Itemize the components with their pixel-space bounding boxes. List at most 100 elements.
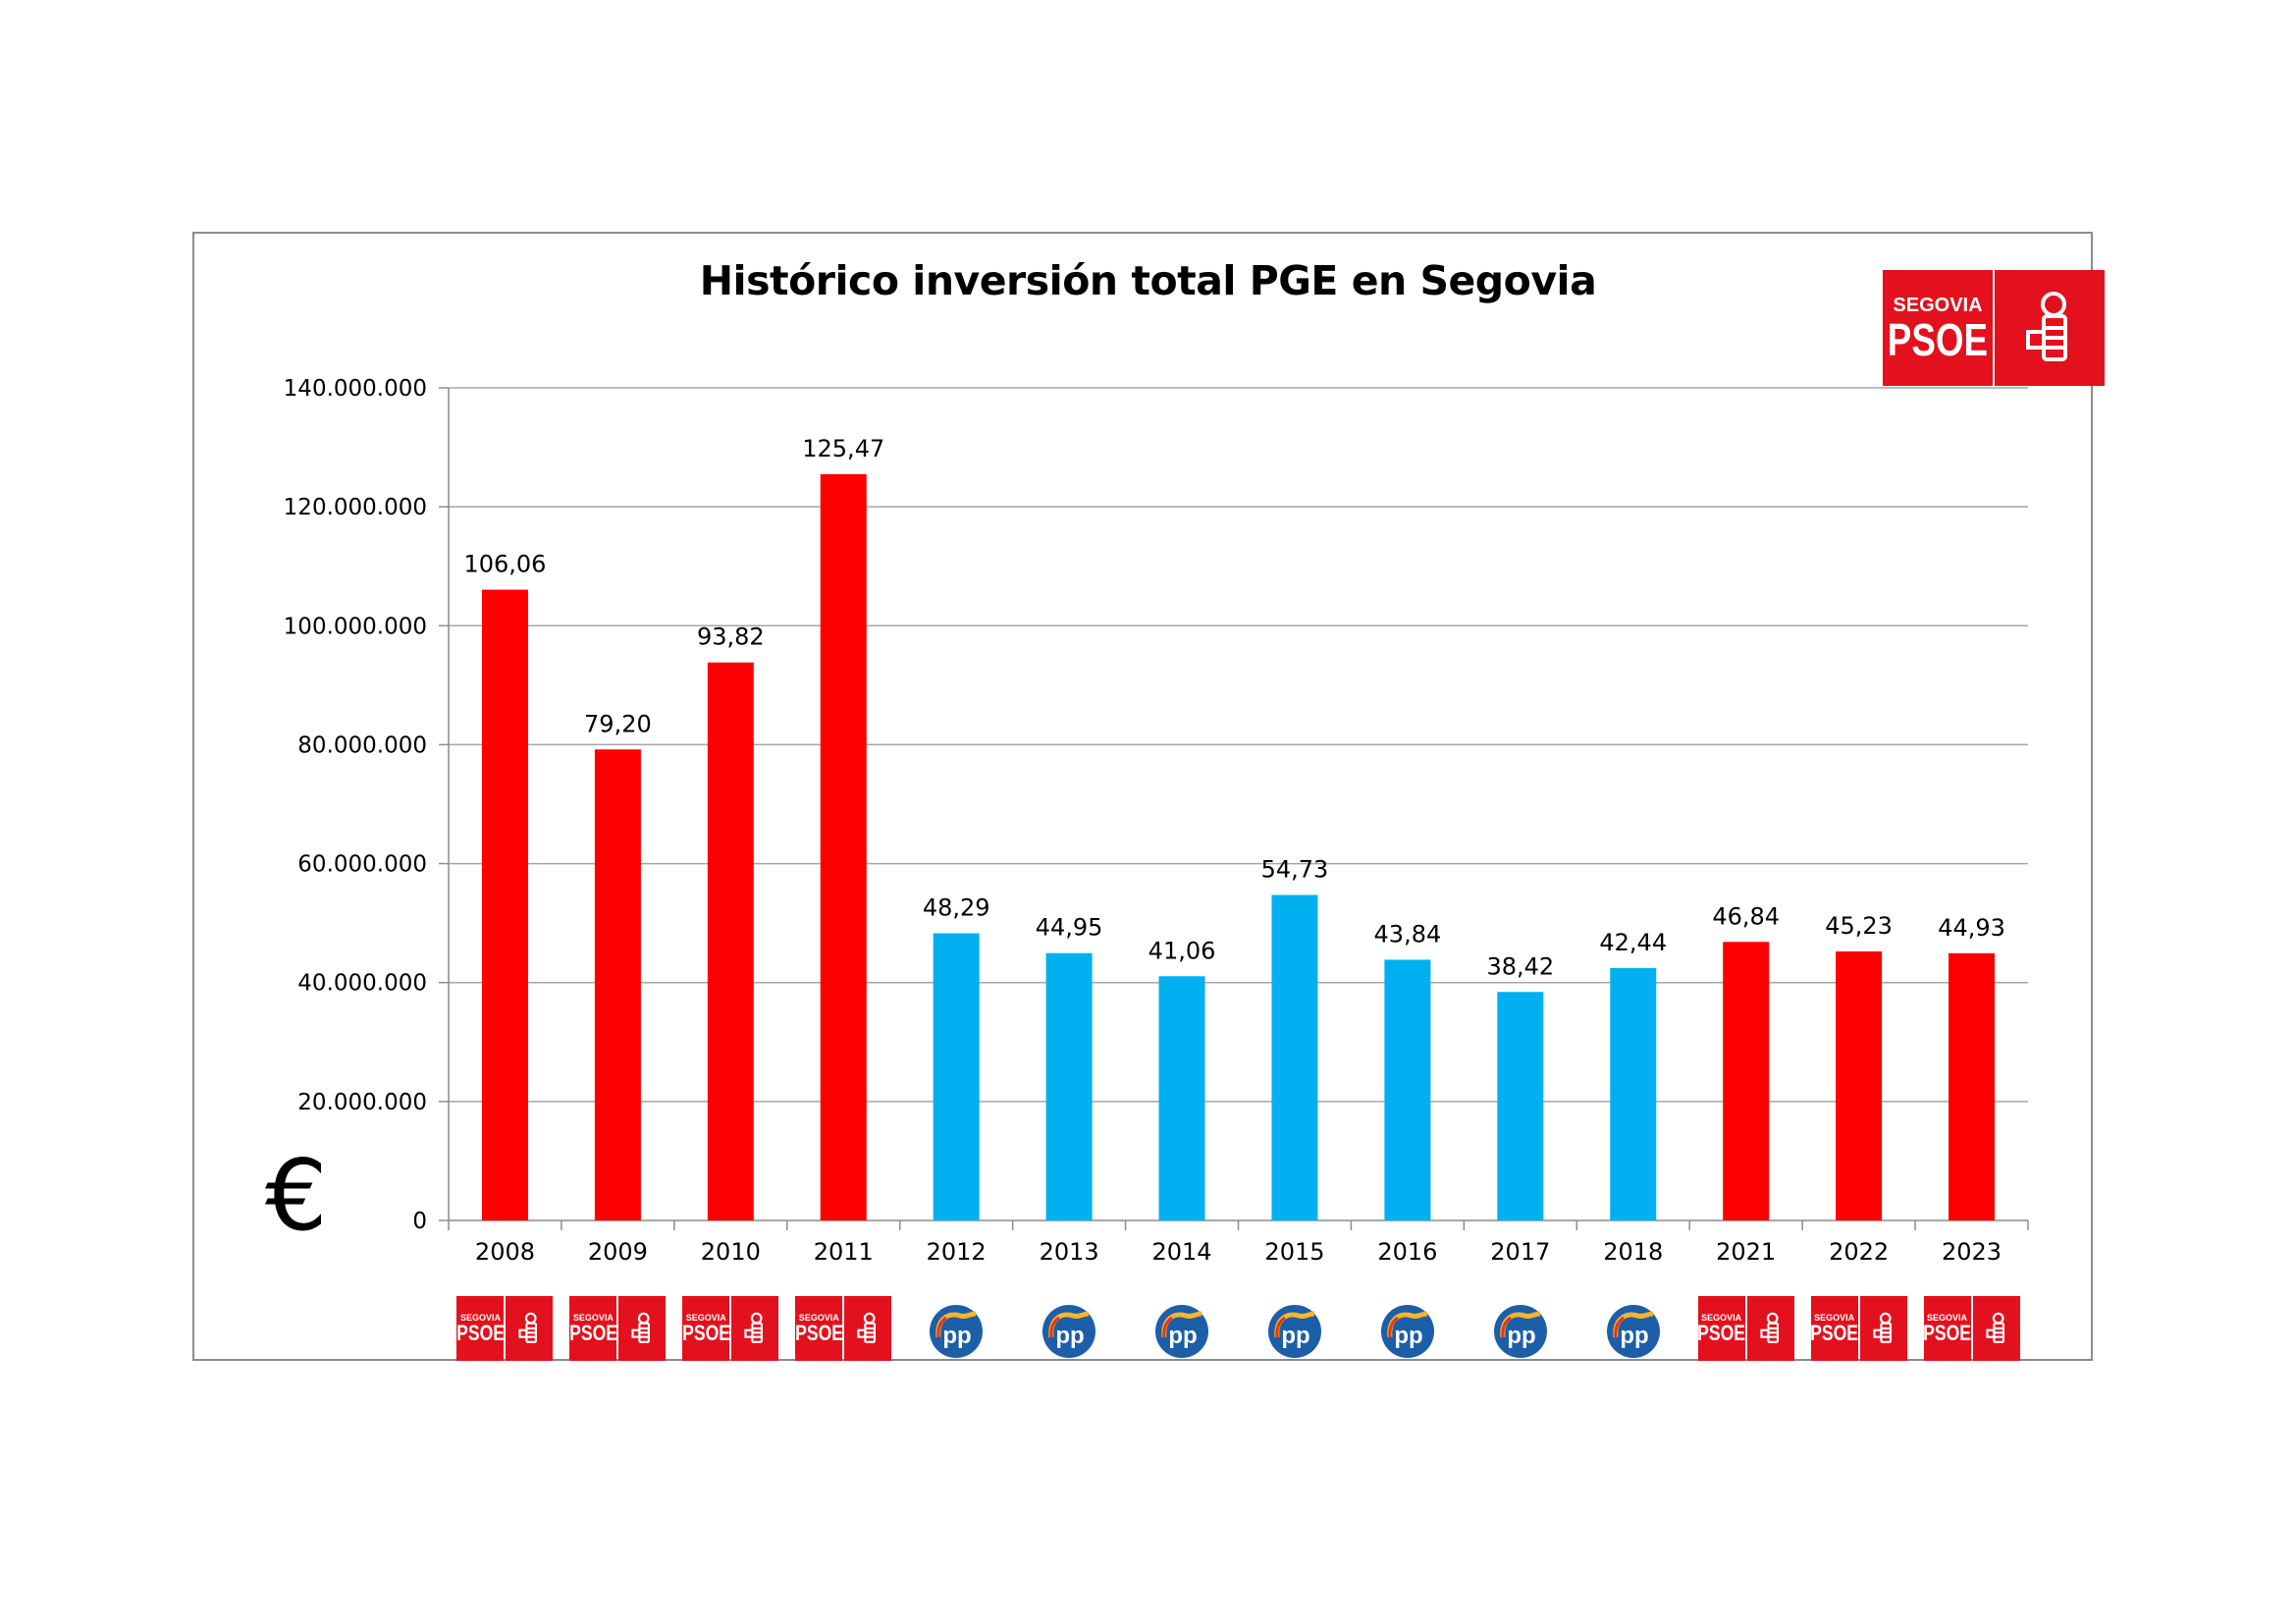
psoe-segovia-logo: SEGOVIA PSOE [1883, 270, 2105, 386]
psoe-name-text: PSOE [1810, 1321, 1859, 1345]
data-label: 43,84 [1374, 920, 1442, 947]
psoe-name-text: PSOE [568, 1321, 617, 1345]
psoe-text-block: SEGOVIA PSOE [568, 1296, 617, 1361]
fist-rose-icon [1995, 270, 2105, 386]
fist-rose-icon [1972, 1296, 2020, 1361]
svg-text:pp: pp [1620, 1323, 1648, 1349]
bar-2022 [1836, 951, 1883, 1220]
data-label: 42,44 [1599, 929, 1667, 956]
psoe-logo: SEGOVIA PSOE [1697, 1296, 1794, 1361]
pp-logo: pp [929, 1302, 984, 1364]
data-label: 93,82 [697, 623, 765, 651]
bar-2013 [1045, 952, 1093, 1220]
psoe-logo: SEGOVIA PSOE [568, 1296, 667, 1361]
x-tick-label: 2023 [1942, 1238, 2002, 1266]
y-tick-label: 0 [412, 1209, 427, 1234]
bar-2011 [820, 474, 867, 1221]
psoe-text-block: SEGOVIA PSOE [794, 1296, 843, 1361]
psoe-segovia-text: SEGOVIA [685, 1313, 726, 1323]
psoe-name-text: PSOE [794, 1321, 843, 1345]
chart-title: Histórico inversión total PGE en Segovia [699, 257, 1597, 304]
chart-frame [192, 232, 2093, 1361]
bar-2014 [1158, 976, 1205, 1220]
psoe-name-text: PSOE [456, 1321, 505, 1345]
euro-icon: € [265, 1138, 328, 1253]
bar-2008 [481, 589, 528, 1220]
bar-2012 [933, 933, 980, 1220]
y-tick-label: 80.000.000 [297, 732, 427, 758]
psoe-text-block: SEGOVIA PSOE [1810, 1296, 1859, 1361]
psoe-name-text: PSOE [1887, 313, 1989, 365]
x-tick-label: 2018 [1603, 1238, 1663, 1266]
x-tick-label: 2015 [1264, 1238, 1324, 1266]
y-tick-label: 140.000.000 [284, 376, 427, 402]
psoe-logo: SEGOVIA PSOE [456, 1296, 554, 1361]
x-tick-label: 2012 [927, 1238, 987, 1266]
svg-text:pp: pp [1281, 1323, 1309, 1349]
psoe-text-block: SEGOVIA PSOE [1697, 1296, 1746, 1361]
psoe-text-block: SEGOVIA PSOE [682, 1296, 730, 1361]
psoe-logo: SEGOVIA PSOE [682, 1296, 779, 1361]
x-tick-label: 2009 [588, 1238, 648, 1266]
x-tick-label: 2011 [814, 1238, 874, 1266]
psoe-name-text: PSOE [1923, 1321, 1971, 1345]
psoe-text-block: SEGOVIA PSOE [1883, 270, 1993, 386]
pp-logo: pp [1041, 1302, 1096, 1364]
data-label: 41,06 [1148, 937, 1216, 964]
fist-rose-icon [506, 1296, 554, 1361]
svg-text:pp: pp [1507, 1323, 1535, 1349]
bar-2009 [594, 749, 641, 1220]
bar-2016 [1384, 959, 1431, 1220]
fist-rose-icon [618, 1296, 667, 1361]
x-tick-label: 2014 [1151, 1238, 1211, 1266]
pp-logo: pp [1606, 1302, 1661, 1364]
psoe-segovia-text: SEGOVIA [459, 1313, 501, 1323]
data-label: 44,95 [1036, 914, 1103, 942]
data-label: 48,29 [923, 894, 990, 922]
x-tick-label: 2022 [1829, 1238, 1889, 1266]
x-tick-label: 2017 [1490, 1238, 1550, 1266]
psoe-name-text: PSOE [1697, 1321, 1746, 1345]
psoe-segovia-text: SEGOVIA [798, 1313, 839, 1323]
pp-logo: pp [1154, 1302, 1209, 1364]
psoe-segovia-text: SEGOVIA [1701, 1313, 1742, 1323]
psoe-logo: SEGOVIA PSOE [1923, 1296, 2020, 1361]
y-tick-label: 20.000.000 [297, 1090, 427, 1115]
pp-logo: pp [1493, 1302, 1548, 1364]
psoe-segovia-text: SEGOVIA [1893, 294, 1983, 316]
y-tick-label: 120.000.000 [284, 495, 427, 520]
psoe-segovia-text: SEGOVIA [1927, 1313, 1968, 1323]
fist-rose-icon [1746, 1296, 1794, 1361]
x-tick-label: 2021 [1716, 1238, 1776, 1266]
y-tick-label: 40.000.000 [297, 971, 427, 997]
fist-rose-icon [1859, 1296, 1907, 1361]
x-tick-label: 2010 [701, 1238, 761, 1266]
fist-rose-icon [844, 1296, 892, 1361]
x-tick-label: 2013 [1040, 1238, 1099, 1266]
x-tick-label: 2016 [1377, 1238, 1437, 1266]
psoe-text-block: SEGOVIA PSOE [456, 1296, 505, 1361]
psoe-segovia-text: SEGOVIA [572, 1313, 614, 1323]
x-tick-label: 2008 [475, 1238, 535, 1266]
bar-2021 [1723, 942, 1770, 1220]
fist-rose-icon [731, 1296, 779, 1361]
psoe-logo: SEGOVIA PSOE [1810, 1296, 1907, 1361]
svg-text:pp: pp [1394, 1323, 1422, 1349]
pp-logo: pp [1380, 1302, 1435, 1364]
svg-text:pp: pp [943, 1323, 972, 1349]
psoe-text-block: SEGOVIA PSOE [1923, 1296, 1971, 1361]
data-label: 38,42 [1486, 952, 1554, 980]
data-label: 79,20 [584, 710, 652, 737]
bar-2015 [1271, 894, 1318, 1220]
bar-2017 [1497, 992, 1544, 1220]
bar-2018 [1610, 967, 1657, 1220]
data-label: 45,23 [1825, 912, 1893, 940]
bar-2010 [707, 662, 754, 1220]
svg-text:pp: pp [1055, 1323, 1084, 1349]
data-label: 125,47 [802, 435, 884, 462]
y-tick-label: 100.000.000 [284, 614, 427, 639]
y-tick-label: 60.000.000 [297, 852, 427, 878]
pp-logo: pp [1267, 1302, 1322, 1364]
psoe-logo: SEGOVIA PSOE [794, 1296, 892, 1361]
